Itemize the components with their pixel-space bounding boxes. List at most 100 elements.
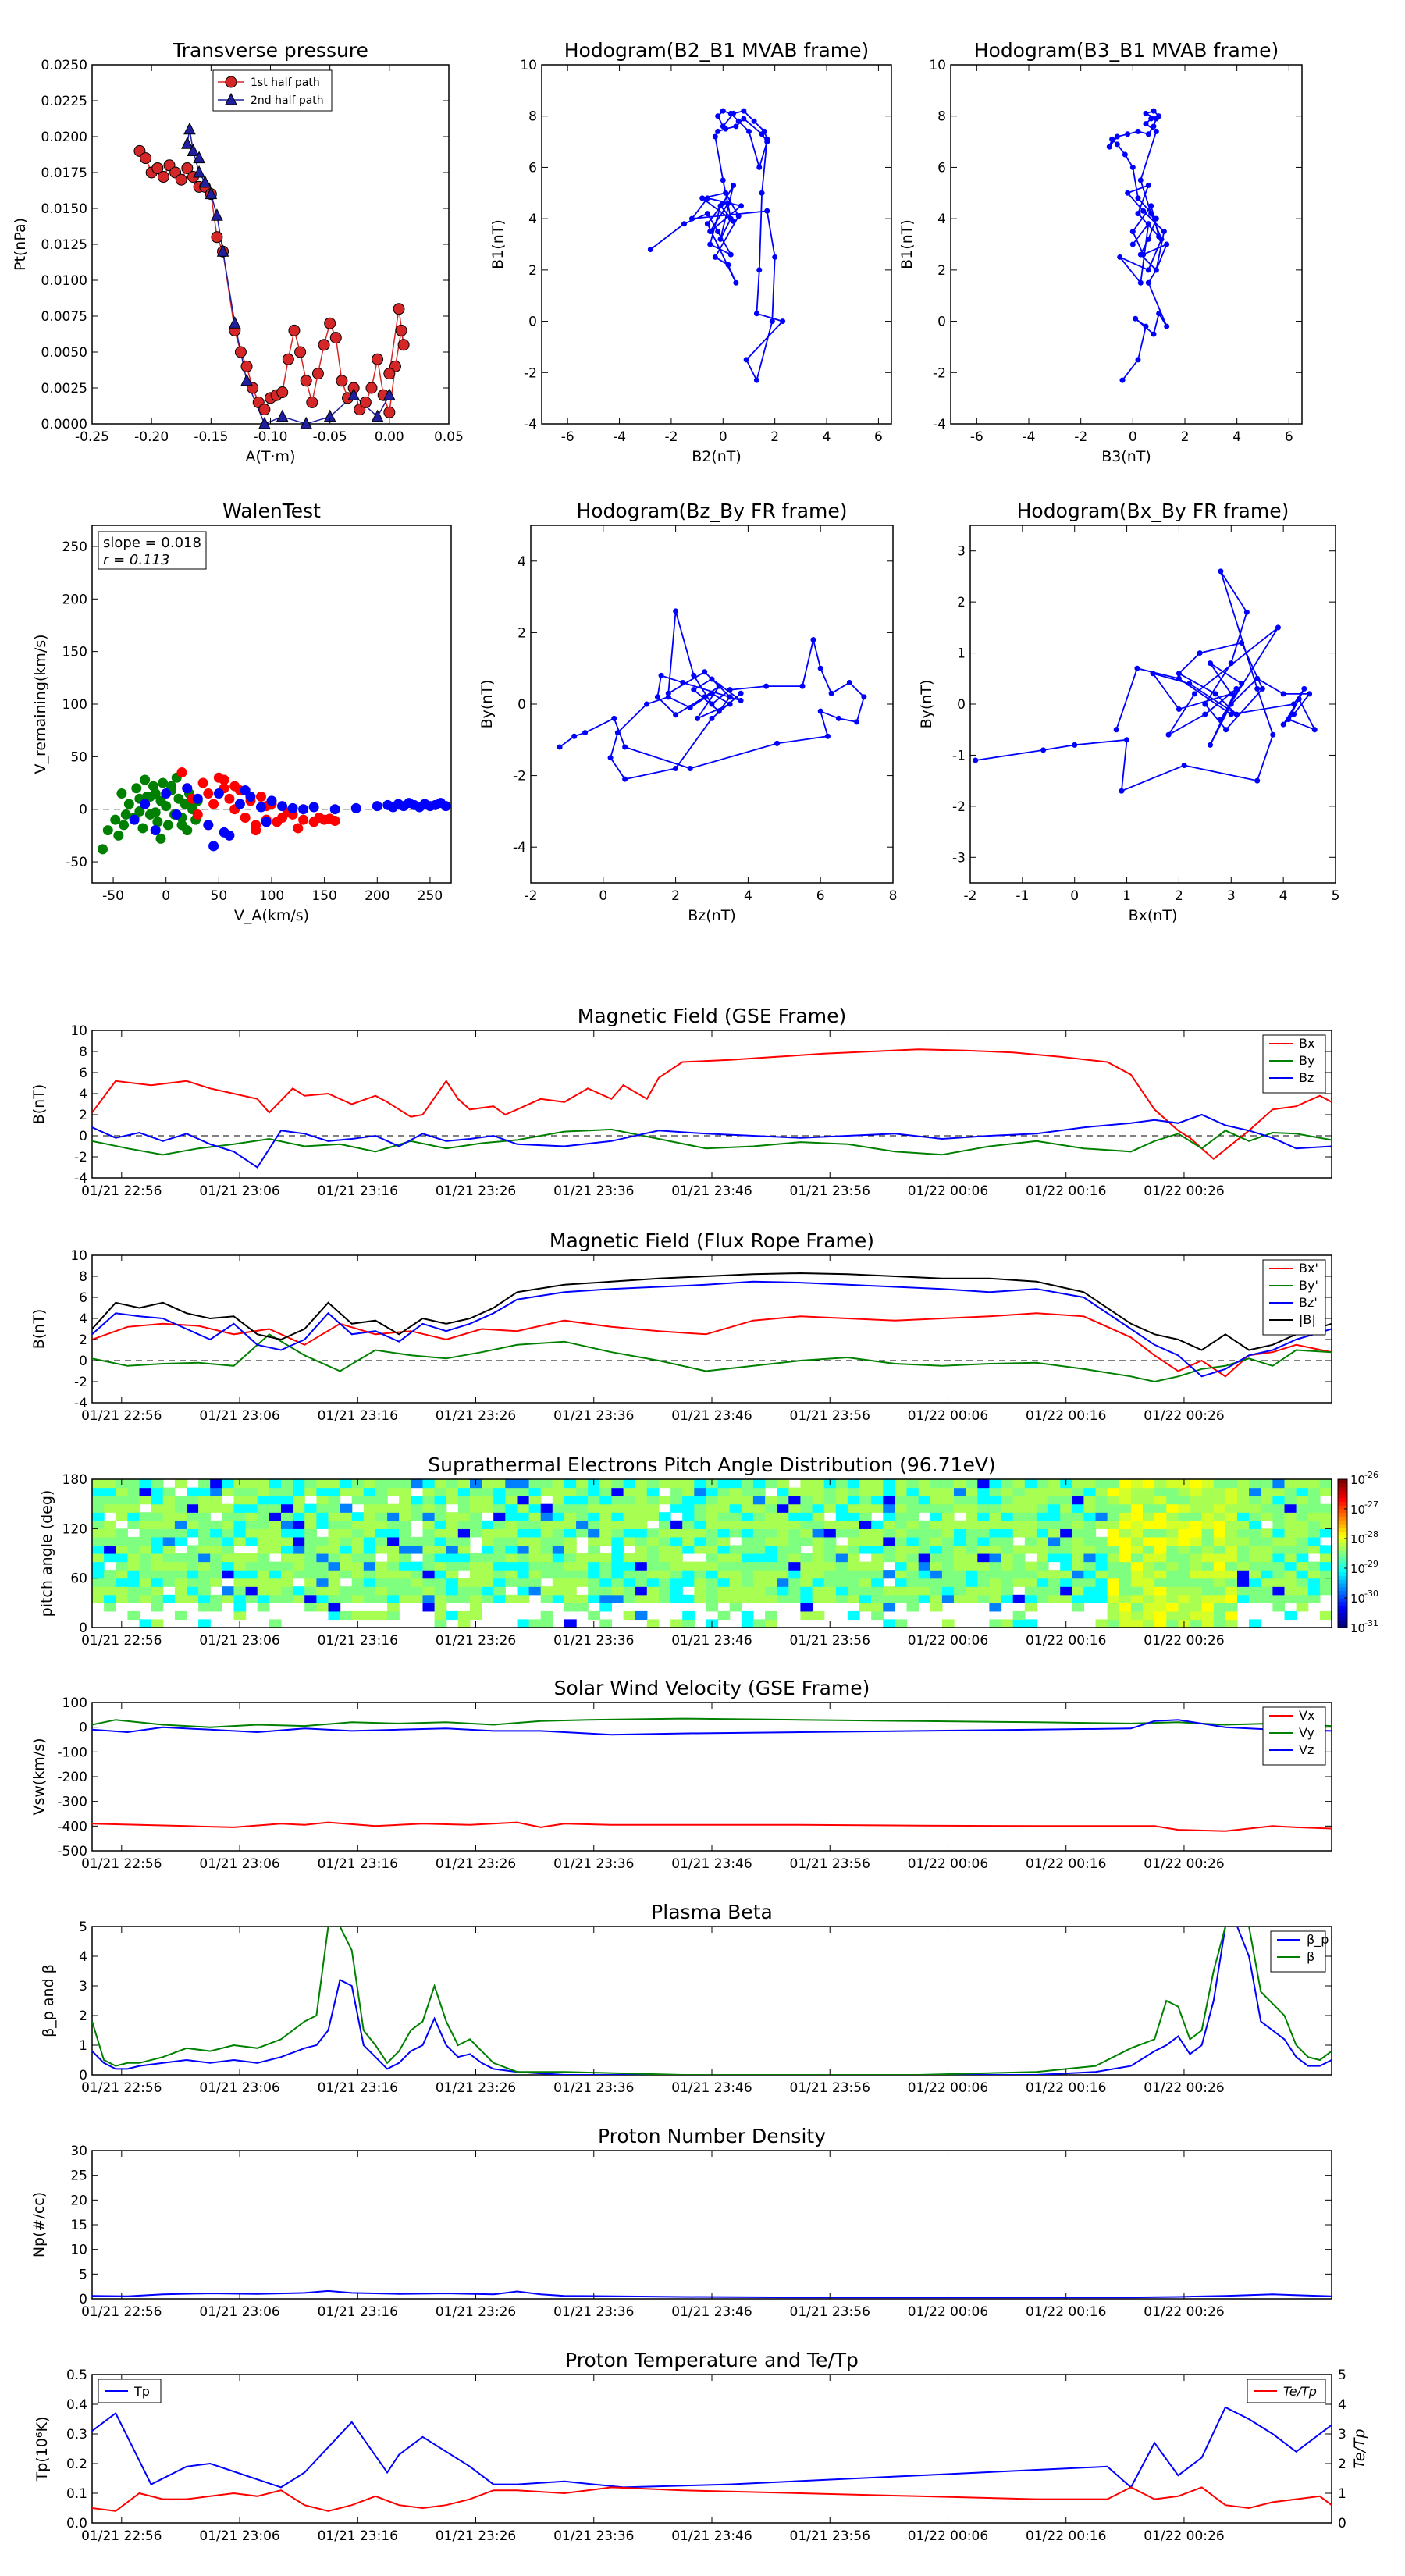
heatmap-cell <box>706 1503 719 1513</box>
heatmap-cell <box>293 1487 305 1496</box>
data-point <box>393 303 405 315</box>
heatmap-cell <box>328 1496 341 1505</box>
time-tick-label: 01/21 23:46 <box>671 1408 752 1424</box>
heatmap-cell <box>717 1610 731 1621</box>
data-point <box>688 215 695 222</box>
heatmap-cell <box>599 1496 613 1505</box>
heatmap-cell <box>788 1545 802 1554</box>
heatmap-cell <box>257 1603 270 1612</box>
heatmap-cell <box>966 1520 978 1529</box>
heatmap-cell <box>493 1570 506 1579</box>
heatmap-cell <box>906 1479 919 1489</box>
heatmap-cell <box>895 1536 908 1546</box>
data-point <box>372 801 382 812</box>
heatmap-cell <box>257 1520 270 1529</box>
y-tick-label: 2 <box>79 1332 87 1348</box>
time-tick-label: 01/21 23:56 <box>790 1408 870 1424</box>
heatmap-cell <box>682 1520 695 1529</box>
data-point <box>716 683 722 689</box>
heatmap-cell <box>245 1520 258 1529</box>
heatmap-cell <box>245 1570 258 1579</box>
x-tick-label: -0.15 <box>194 429 228 445</box>
data-point <box>799 683 806 689</box>
heatmap-cell <box>1166 1545 1179 1554</box>
data-point <box>712 254 718 260</box>
annotation-slope: slope = 0.018 <box>103 535 201 551</box>
data-point <box>1137 251 1144 258</box>
heatmap-cell <box>116 1578 128 1587</box>
heatmap-cell <box>257 1545 270 1554</box>
x-tick-label: -0.20 <box>134 429 169 445</box>
heatmap-cell <box>729 1545 742 1554</box>
heatmap-cell <box>576 1578 589 1587</box>
data-point <box>643 701 649 707</box>
heatmap-cell <box>162 1503 176 1513</box>
heatmap-cell <box>646 1578 660 1587</box>
data-point <box>158 777 169 788</box>
heatmap-cell <box>1072 1487 1085 1496</box>
heatmap-cell <box>954 1586 966 1596</box>
heatmap-cell <box>127 1570 140 1579</box>
x-tick-label: 2 <box>1181 429 1190 445</box>
data-point <box>293 823 304 834</box>
series-line-β_p <box>92 1927 1332 2075</box>
heatmap-cell <box>470 1603 482 1612</box>
heatmap-cell <box>658 1553 671 1563</box>
heatmap-cell <box>540 1619 553 1628</box>
heatmap-cell <box>363 1487 376 1496</box>
heatmap-cell <box>316 1520 329 1529</box>
heatmap-cell <box>363 1496 376 1505</box>
heatmap-cell <box>1001 1503 1014 1513</box>
data-point <box>1145 182 1151 188</box>
data-point <box>140 152 152 165</box>
heatmap-cell <box>92 1528 105 1538</box>
heatmap-cell <box>611 1528 624 1538</box>
heatmap-cell <box>316 1496 329 1505</box>
heatmap-cell <box>611 1570 624 1579</box>
data-point <box>365 382 378 394</box>
heatmap-cell <box>564 1512 577 1521</box>
heatmap-cell <box>1201 1536 1215 1546</box>
y-tick-label: 6 <box>79 1290 87 1306</box>
heatmap-cell <box>1213 1553 1226 1563</box>
heatmap-cell <box>222 1561 235 1571</box>
heatmap-cell <box>457 1586 471 1596</box>
heatmap-cell <box>422 1520 436 1529</box>
y-tick-label: 3 <box>79 1979 87 1994</box>
heatmap-cell <box>316 1479 329 1489</box>
x-tick-label: 0 <box>719 429 727 445</box>
heatmap-cell <box>729 1503 742 1513</box>
legend-label: 2nd half path <box>251 94 324 107</box>
heatmap-cell <box>187 1586 199 1596</box>
heatmap-cell <box>1319 1520 1332 1529</box>
heatmap-cell <box>989 1528 1002 1538</box>
heatmap-cell <box>1048 1487 1061 1496</box>
heatmap-cell <box>281 1487 293 1496</box>
heatmap-cell <box>328 1578 341 1587</box>
heatmap-cell <box>222 1487 235 1496</box>
heatmap-cell <box>422 1570 436 1579</box>
heatmap-cell <box>233 1603 247 1612</box>
heatmap-cell <box>859 1586 872 1596</box>
heatmap-cell <box>351 1536 365 1546</box>
heatmap-cell <box>812 1610 825 1621</box>
heatmap-cell <box>800 1503 813 1513</box>
data-point <box>1243 609 1250 615</box>
heatmap-cell <box>1178 1610 1191 1621</box>
heatmap-cell <box>1130 1520 1144 1529</box>
heatmap-cell <box>1143 1553 1155 1563</box>
heatmap-cell <box>1130 1545 1144 1554</box>
heatmap-cell <box>1201 1520 1215 1529</box>
heatmap-cell <box>422 1503 436 1513</box>
heatmap-cell <box>1130 1594 1144 1603</box>
heatmap-cell <box>187 1503 199 1513</box>
heatmap-cell <box>552 1479 565 1489</box>
heatmap-cell <box>918 1503 931 1513</box>
heatmap-cell <box>658 1570 671 1579</box>
heatmap-cell <box>765 1610 777 1621</box>
heatmap-cell <box>1060 1570 1072 1579</box>
heatmap-cell <box>611 1594 624 1603</box>
data-point <box>1134 665 1140 671</box>
data-point <box>324 317 336 329</box>
heatmap-cell <box>670 1586 683 1596</box>
